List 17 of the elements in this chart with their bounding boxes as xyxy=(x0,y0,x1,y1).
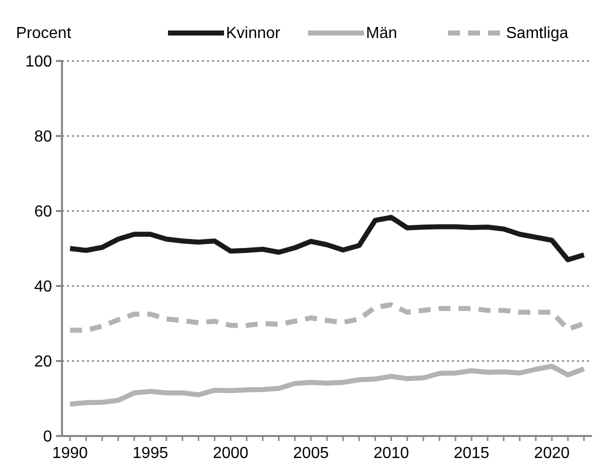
x-tick-label: 2005 xyxy=(293,445,329,462)
x-tick-label: 2000 xyxy=(212,445,249,462)
x-tick-label: 1990 xyxy=(52,445,88,462)
x-tick-label: 2010 xyxy=(373,445,410,462)
y-tick-label: 80 xyxy=(34,128,52,146)
y-tick-label: 100 xyxy=(25,54,52,71)
y-tick-label: 40 xyxy=(34,278,52,296)
x-tick-label: 1995 xyxy=(132,445,168,462)
legend-label: Män xyxy=(366,25,398,42)
y-tick-label: 60 xyxy=(34,204,52,221)
legend-label: Samtliga xyxy=(506,25,568,42)
legend-label: Kvinnor xyxy=(226,25,281,42)
y-axis-title: Procent xyxy=(16,25,72,42)
x-tick-label: 2015 xyxy=(454,445,490,462)
y-tick-label: 0 xyxy=(43,428,52,446)
x-tick-label: 2020 xyxy=(534,445,570,462)
y-tick-label: 20 xyxy=(34,354,52,371)
